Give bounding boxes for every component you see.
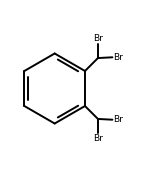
- Text: Br: Br: [113, 53, 123, 62]
- Text: Br: Br: [113, 115, 123, 124]
- Text: Br: Br: [93, 134, 103, 143]
- Text: Br: Br: [93, 34, 103, 43]
